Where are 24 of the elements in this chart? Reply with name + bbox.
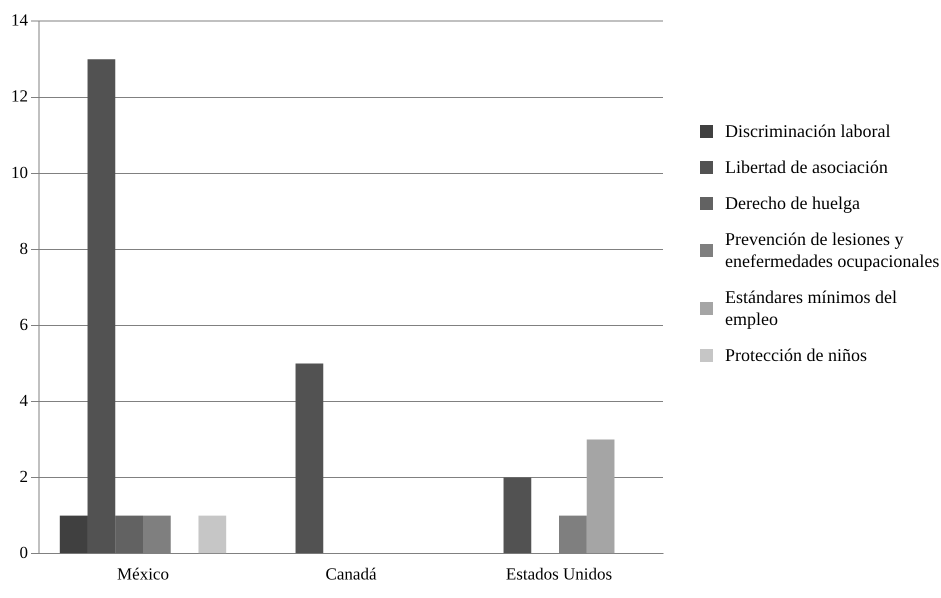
bar [60,516,88,554]
bar [198,516,226,554]
y-tick-label: 2 [20,467,28,486]
x-tick-label: Estados Unidos [506,564,612,584]
x-tick-label: Canadá [326,564,377,584]
legend-label: Estándares mínimos del empleo [725,286,898,330]
legend-label: Protección de niños [725,344,867,366]
bar [88,59,116,554]
y-tick-label: 8 [20,238,28,258]
y-tick-label: 0 [20,543,28,562]
y-tick-label: 10 [11,162,28,182]
y-tick-label: 6 [20,314,28,334]
bar [115,516,143,554]
bar [504,478,532,554]
y-tick-label: 4 [20,390,28,410]
y-tick-label: 14 [11,10,28,30]
legend-label: Libertad de asociación [725,156,888,178]
legend-label: Prevención de lesiones y enefermedades ocupacionales [725,228,940,272]
legend-label: Derecho de huelga [725,192,860,214]
x-tick-label: México [117,564,169,584]
legend-label: Discriminación laboral [725,120,890,142]
y-tick-label: 12 [11,86,28,106]
bar [296,363,324,554]
bar [586,440,614,554]
